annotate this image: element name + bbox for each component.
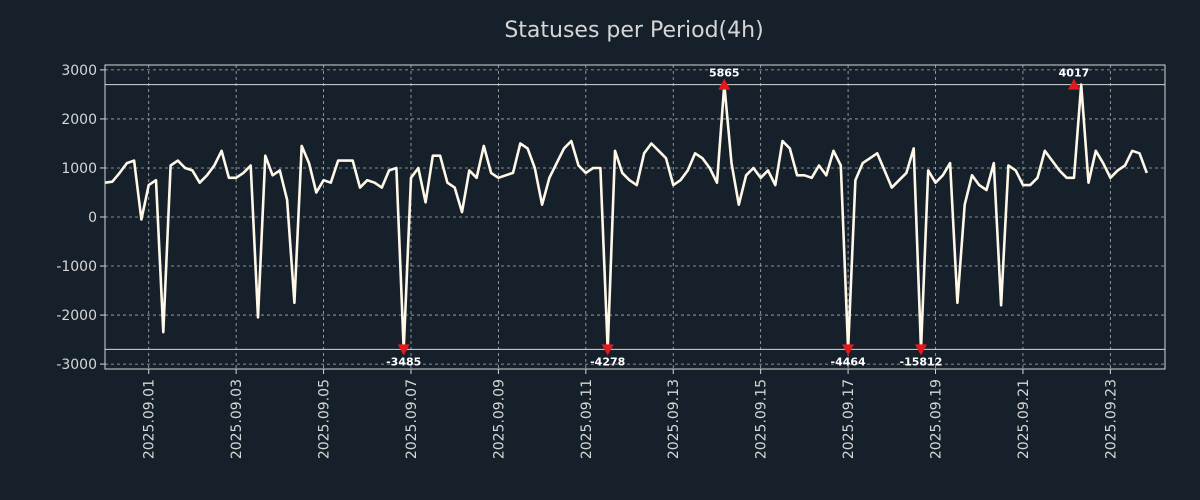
plot-frame — [104, 64, 1166, 370]
x-tick-label: 2025.09.01 — [142, 379, 158, 459]
outlier-marker — [914, 344, 927, 356]
outlier-label: 4017 — [1059, 67, 1090, 80]
outlier-label: -4278 — [590, 355, 625, 368]
x-tick-label: 2025.09.17 — [841, 379, 857, 459]
series-line — [104, 83, 1149, 351]
x-tick-label: 2025.09.07 — [404, 379, 420, 459]
outlier-label: -15812 — [900, 355, 943, 368]
y-tick-label: 3000 — [61, 63, 97, 79]
series — [104, 83, 1165, 351]
grid — [105, 65, 1165, 369]
outlier-marker — [397, 344, 410, 356]
x-tick-label: 2025.09.11 — [579, 379, 595, 459]
y-tick-label: -2000 — [56, 308, 97, 324]
x-axis: 2025.09.01 2025.09.03 2025.09.05 2025.09.07… — [142, 369, 1119, 459]
chart-title: Statuses per Period(4h) — [504, 18, 763, 43]
outlier-marker — [601, 344, 614, 356]
x-tick-label: 2025.09.03 — [229, 379, 245, 459]
x-tick-label: 2025.09.21 — [1016, 379, 1032, 459]
outlier-marker — [1067, 78, 1080, 90]
y-tick-label: -3000 — [56, 357, 97, 373]
outlier-marker — [718, 78, 731, 90]
x-tick-label: 2025.09.05 — [317, 379, 333, 459]
outlier-label: 5865 — [709, 67, 740, 80]
y-tick-label: 0 — [88, 210, 97, 226]
y-tick-label: 2000 — [61, 112, 97, 128]
outlier-label: -3485 — [386, 355, 421, 368]
outlier-marker — [842, 344, 855, 356]
x-tick-label: 2025.09.09 — [491, 379, 507, 459]
outlier-label: -4464 — [831, 355, 867, 368]
outlier-markers: -3485 -4278 5865 -4464 -15812 4017 — [386, 67, 1089, 369]
x-tick-label: 2025.09.15 — [754, 379, 770, 459]
y-tick-label: -1000 — [56, 259, 97, 275]
y-axis: 3000 2000 1000 0 -1000 -2000 -3000 — [56, 63, 105, 373]
y-tick-label: 1000 — [61, 161, 97, 177]
x-tick-label: 2025.09.13 — [666, 379, 682, 459]
x-tick-label: 2025.09.23 — [1103, 379, 1119, 459]
x-tick-label: 2025.09.19 — [929, 379, 945, 459]
